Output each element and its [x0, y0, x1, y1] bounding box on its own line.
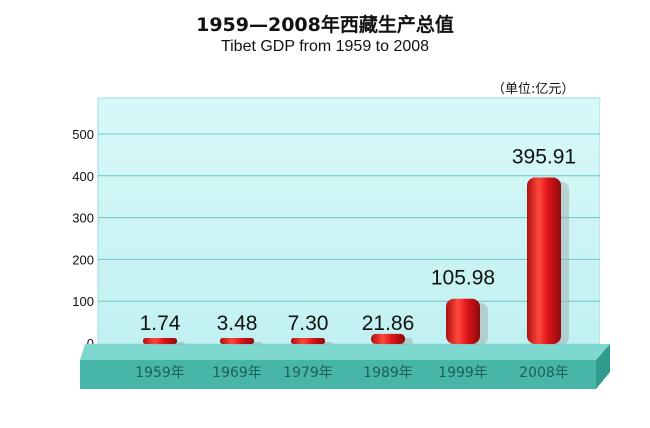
bar [220, 338, 254, 344]
y-axis: 0 100 200 300 400 500 [72, 127, 94, 351]
bar [143, 338, 177, 344]
x-tick-label: 1989年 [363, 365, 413, 381]
value-label: 395.91 [512, 146, 576, 169]
value-label: 3.48 [217, 312, 258, 335]
base-front [80, 360, 596, 389]
gridlines [98, 133, 600, 302]
y-tick-label: 500 [72, 127, 94, 142]
chart-base-platform [80, 344, 610, 389]
chart-subtitle: Tibet GDP from 1959 to 2008 [220, 38, 430, 55]
y-tick-label: 400 [72, 169, 94, 184]
value-label: 1.74 [140, 312, 181, 335]
y-tick-label: 300 [72, 211, 94, 226]
value-label: 7.30 [288, 312, 329, 335]
x-tick-label: 1969年 [212, 365, 262, 381]
base-top [80, 344, 610, 360]
y-tick-label: 0 [87, 336, 94, 351]
y-tick-label: 100 [72, 294, 94, 309]
value-label: 105.98 [431, 267, 495, 290]
y-tick-label: 200 [72, 252, 94, 267]
plot-side-shadow [600, 98, 614, 344]
x-tick-label: 1979年 [283, 365, 333, 381]
value-labels: 1.74 3.48 7.30 21.86 105.98 395.91 [140, 146, 577, 335]
x-tick-label: 2008年 [519, 365, 569, 381]
bar [371, 333, 405, 344]
x-axis-labels: 1959年 1969年 1979年 1989年 1999年 2008年 [135, 365, 569, 381]
plot-area [97, 97, 601, 345]
unit-label: （单位:亿元） [492, 82, 575, 97]
base-side [596, 344, 610, 389]
x-tick-label: 1959年 [135, 365, 185, 381]
x-tick-label: 1999年 [438, 365, 488, 381]
value-label: 21.86 [362, 312, 415, 335]
bar [446, 298, 480, 344]
bar [291, 338, 325, 344]
bars [143, 177, 569, 345]
plot-background [97, 97, 614, 345]
chart-title: 1959—2008年西藏生产总值 [196, 14, 454, 36]
bar [527, 177, 561, 344]
